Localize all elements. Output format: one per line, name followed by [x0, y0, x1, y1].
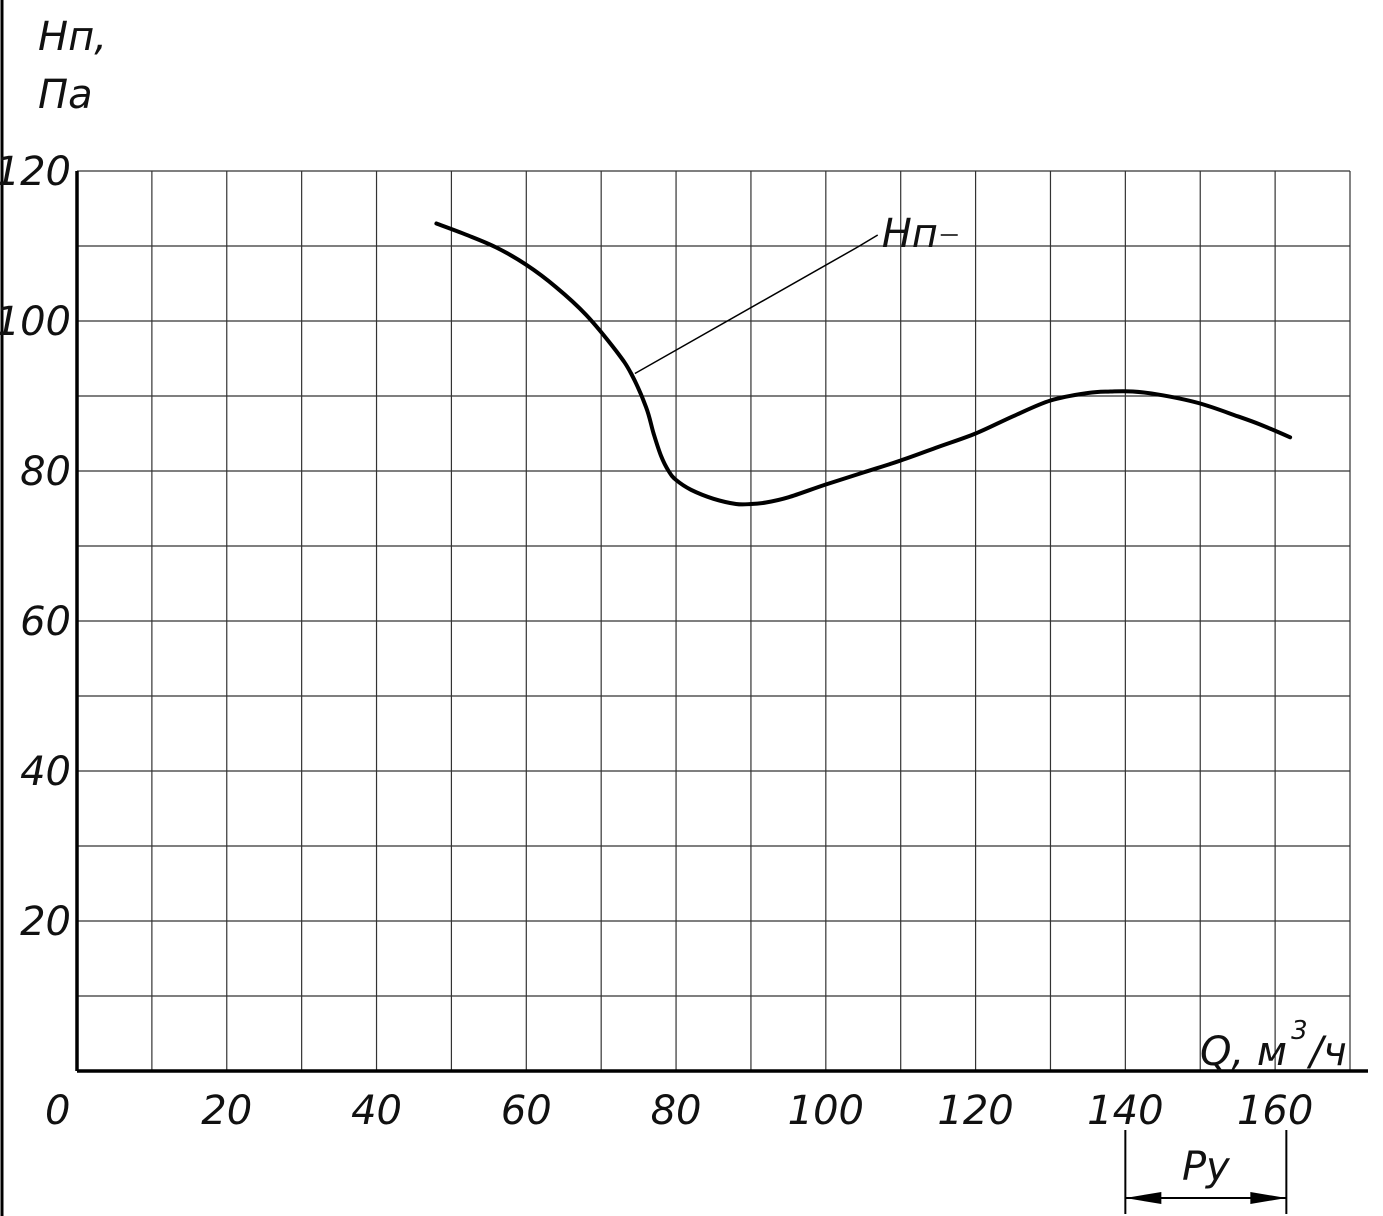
range-arrow-right	[1250, 1192, 1287, 1204]
y-tick-label: 80	[20, 449, 71, 495]
y-tick-label: 100	[0, 299, 71, 345]
annotation-leader-line	[634, 246, 859, 375]
x-axis-label-tail: /ч	[1307, 1029, 1347, 1075]
y-tick-label: 60	[20, 599, 71, 645]
x-tick-label: 160	[1237, 1088, 1313, 1134]
series-line-hn	[434, 221, 1293, 507]
x-tick-label: 100	[788, 1088, 864, 1134]
x-axis-label-main: Q, м	[1200, 1029, 1287, 1075]
series-layer	[434, 221, 1293, 507]
x-axis-label: Q, м 3/ч	[1200, 1016, 1347, 1075]
x-tick-label: 140	[1087, 1088, 1163, 1134]
grid	[77, 170, 1351, 1071]
y-axis-label-line1: Нп,	[38, 14, 107, 60]
x-tick-label: 0	[45, 1088, 70, 1134]
y-tick-label: 120	[0, 149, 71, 195]
y-tick-label: 40	[20, 749, 71, 795]
axes	[75, 171, 1368, 1073]
annotation-leader-tail	[857, 234, 879, 248]
x-tick-label: 120	[937, 1088, 1013, 1134]
range-label: Ру	[1182, 1144, 1231, 1190]
x-tick-label: 80	[651, 1088, 702, 1134]
y-axis-label-line2: Па	[38, 72, 93, 118]
tick-labels: 0 20 40 60 80 100 120 140 160 20 40 60 80 100 120	[0, 149, 1313, 1134]
range-arrow-left	[1125, 1192, 1162, 1204]
x-axis-label-superscript: 3	[1291, 1016, 1308, 1046]
annotation-label-hn: Нп	[882, 211, 938, 257]
x-tick-label: 40	[351, 1088, 402, 1134]
y-tick-label: 20	[20, 899, 71, 945]
x-tick-label: 60	[501, 1088, 552, 1134]
range-marker: Ру	[1124, 1130, 1288, 1214]
annotations: Нп	[634, 211, 958, 375]
x-tick-label: 20	[201, 1088, 252, 1134]
